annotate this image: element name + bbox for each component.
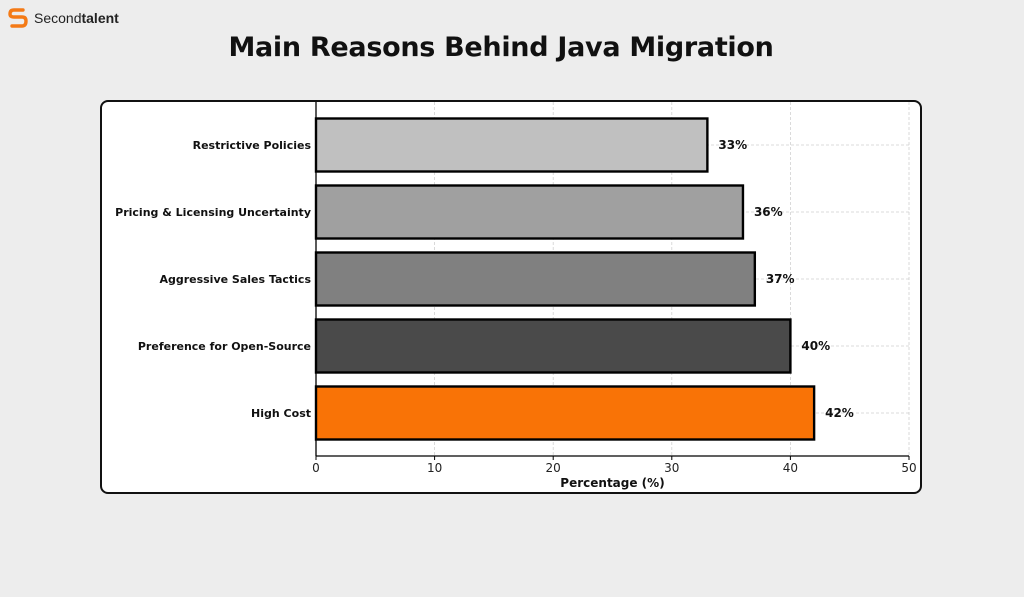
x-tick-label-5: 50 <box>901 461 916 475</box>
x-tick-label-4: 40 <box>783 461 798 475</box>
x-tick-label-1: 10 <box>427 461 442 475</box>
value-label-3: 40% <box>801 339 830 353</box>
bar-4 <box>314 385 816 441</box>
brand-logo-group: Secondtalent <box>8 6 119 30</box>
category-label-4: High Cost <box>251 407 311 420</box>
chart-panel: Restrictive Policies 33% Pricing & Licensi… <box>100 100 922 494</box>
bar-2 <box>314 251 757 307</box>
category-label-1: Pricing & Licensing Uncertainty <box>115 206 311 219</box>
bar-0 <box>314 117 709 173</box>
chart-title: Main Reasons Behind Java Migration <box>228 32 774 63</box>
brand-name-second: talent <box>81 10 119 26</box>
bar-1 <box>314 184 745 240</box>
bar-3 <box>314 318 792 374</box>
category-label-3: Preference for Open-Source <box>138 340 311 353</box>
brand-name-first: Second <box>34 10 82 26</box>
x-axis-title: Percentage (%) <box>560 476 664 490</box>
secondtalent-logo-icon <box>8 8 28 28</box>
value-label-2: 37% <box>766 272 795 286</box>
category-label-0: Restrictive Policies <box>193 139 312 152</box>
brand-name: Secondtalent <box>34 10 119 26</box>
value-label-4: 42% <box>825 406 854 420</box>
bar-chart: Restrictive Policies 33% Pricing & Licensi… <box>115 102 917 490</box>
value-label-1: 36% <box>754 205 783 219</box>
category-label-2: Aggressive Sales Tactics <box>159 273 311 286</box>
value-label-0: 33% <box>718 138 747 152</box>
x-tick-label-3: 30 <box>664 461 679 475</box>
x-tick-label-0: 0 <box>312 461 320 475</box>
x-tick-label-2: 20 <box>546 461 561 475</box>
